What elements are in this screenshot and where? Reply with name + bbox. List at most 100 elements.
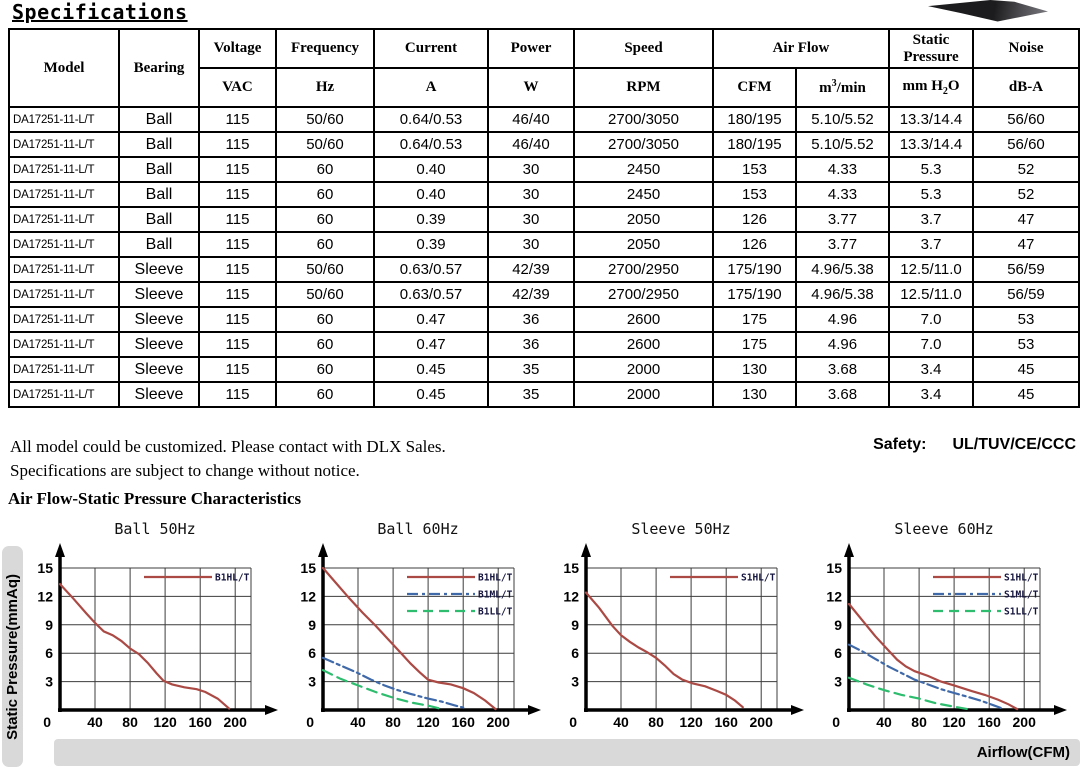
y-tick-label: 9: [834, 617, 842, 633]
table-cell: 0.39: [373, 231, 489, 258]
table-row: DA17251-11-L/T Sleeve 115 50/60 0.63/0.57 42/…: [8, 281, 1080, 308]
table-cell: 50/60: [275, 106, 375, 133]
table-row: DA17251-11-L/T Ball 115 60 0.40 30 2450 153 4.33…: [8, 181, 1080, 208]
unit-power: W: [487, 67, 575, 108]
table-cell: DA17251-11-L/T: [8, 356, 120, 383]
y-axis-label-strip: Static Pressure(mmAq): [2, 546, 23, 767]
col-header-current: Current: [373, 28, 489, 69]
chart-sleeve-50hz: Sleeve 50Hz 3 6 9 12 15 0 40 80 120 160 200 S1HL/T: [552, 518, 815, 740]
table-cell: 5.3: [888, 181, 974, 208]
specifications-table: Model Bearing Voltage Frequency Current …: [8, 28, 1080, 408]
charts-row: Ball 50Hz 3 6 9 12 15 0 40 80 120 160 200 B1HL/T Ba…: [26, 518, 1078, 740]
table-cell: 126: [712, 206, 797, 233]
table-cell: 47: [972, 206, 1080, 233]
col-header-noise: Noise: [972, 28, 1080, 69]
table-cell: 4.96/5.38: [795, 281, 890, 308]
x-tick-label: 200: [224, 714, 248, 730]
table-cell: 0.40: [373, 156, 489, 183]
table-cell: 2700/2950: [573, 281, 714, 308]
y-tick-label: 9: [308, 617, 316, 633]
table-cell: 53: [972, 331, 1080, 358]
table-cell: Ball: [118, 156, 200, 183]
table-cell: 7.0: [888, 306, 974, 333]
table-cell: 45: [972, 381, 1080, 408]
origin-label: 0: [43, 714, 51, 730]
table-cell: 2050: [573, 206, 714, 233]
y-tick-label: 3: [308, 674, 316, 690]
table-cell: 35: [487, 356, 575, 383]
x-tick-label: 120: [416, 714, 440, 730]
y-tick-label: 15: [300, 560, 316, 576]
col-header-frequency: Frequency: [275, 28, 375, 69]
x-axis-label: Airflow(CFM): [976, 744, 1070, 761]
table-row: DA17251-11-L/T Ball 115 60 0.40 30 2450 153 4.33…: [8, 156, 1080, 183]
table-cell: 60: [275, 356, 375, 383]
table-cell: 2700/3050: [573, 106, 714, 133]
section-title: Air Flow-Static Pressure Characteristics: [8, 489, 302, 508]
table-cell: Sleeve: [118, 331, 200, 358]
x-tick-label: 160: [452, 714, 476, 730]
table-cell: 180/195: [712, 106, 797, 133]
y-tick-label: 3: [571, 674, 579, 690]
series-line-S1ML/T: [847, 643, 1006, 711]
spec-table-body: DA17251-11-L/T Ball 115 50/60 0.64/0.53 46/40…: [8, 106, 1080, 408]
table-cell: Sleeve: [118, 306, 200, 333]
table-cell: 153: [712, 181, 797, 208]
table-cell: 50/60: [275, 131, 375, 158]
y-tick-label: 6: [571, 645, 579, 661]
note-line-2: Specifications are subject to change wit…: [10, 461, 360, 480]
x-tick-label: 160: [978, 714, 1002, 730]
table-cell: 60: [275, 231, 375, 258]
table-cell: 4.33: [795, 156, 890, 183]
table-cell: 53: [972, 306, 1080, 333]
table-cell: 42/39: [487, 256, 575, 283]
y-tick-label: 6: [834, 645, 842, 661]
table-cell: 13.3/14.4: [888, 131, 974, 158]
table-cell: 0.45: [373, 356, 489, 383]
x-tick-label: 80: [648, 714, 664, 730]
x-axis-label-strip: Airflow(CFM): [54, 739, 1080, 766]
table-cell: DA17251-11-L/T: [8, 381, 120, 408]
table-cell: 45: [972, 356, 1080, 383]
table-cell: 52: [972, 156, 1080, 183]
x-tick-label: 40: [613, 714, 629, 730]
legend-label: B1LL/T: [478, 607, 513, 618]
x-tick-label: 40: [87, 714, 103, 730]
table-cell: 5.10/5.52: [795, 106, 890, 133]
table-cell: 12.5/11.0: [888, 256, 974, 283]
table-row: DA17251-11-L/T Sleeve 115 60 0.45 35 2000 130 3.…: [8, 356, 1080, 383]
table-cell: 153: [712, 156, 797, 183]
table-cell: 4.96: [795, 331, 890, 358]
table-cell: 30: [487, 156, 575, 183]
table-cell: 56/60: [972, 106, 1080, 133]
table-cell: 3.77: [795, 206, 890, 233]
table-cell: 180/195: [712, 131, 797, 158]
series-line-B1HL/T: [58, 583, 231, 710]
table-cell: 30: [487, 231, 575, 258]
table-cell: 175/190: [712, 256, 797, 283]
y-tick-label: 3: [834, 674, 842, 690]
table-cell: 3.7: [888, 231, 974, 258]
series-line-B1HL/T: [321, 566, 497, 711]
table-cell: 115: [198, 156, 277, 183]
table-cell: 115: [198, 356, 277, 383]
table-cell: 36: [487, 306, 575, 333]
table-cell: 2050: [573, 231, 714, 258]
chart-canvas: 3 6 9 12 15 0 40 80 120 160 200 B1HL/T: [37, 543, 278, 730]
table-cell: 13.3/14.4: [888, 106, 974, 133]
series-line-S1HL/T: [847, 602, 1019, 711]
table-cell: 115: [198, 106, 277, 133]
y-tick-label: 9: [45, 617, 53, 633]
safety-label: Safety:: [873, 436, 927, 453]
table-cell: 0.47: [373, 306, 489, 333]
table-cell: 3.4: [888, 381, 974, 408]
page-title: Specifications: [12, 0, 188, 24]
table-row: DA17251-11-L/T Sleeve 115 60 0.45 35 2000 130 3.…: [8, 381, 1080, 408]
x-tick-label: 40: [350, 714, 366, 730]
table-cell: 12.5/11.0: [888, 281, 974, 308]
x-tick-label: 80: [122, 714, 138, 730]
table-cell: 175: [712, 306, 797, 333]
y-axis-arrow: [55, 543, 65, 557]
table-cell: 50/60: [275, 256, 375, 283]
legend-label: S1HL/T: [1004, 573, 1039, 584]
